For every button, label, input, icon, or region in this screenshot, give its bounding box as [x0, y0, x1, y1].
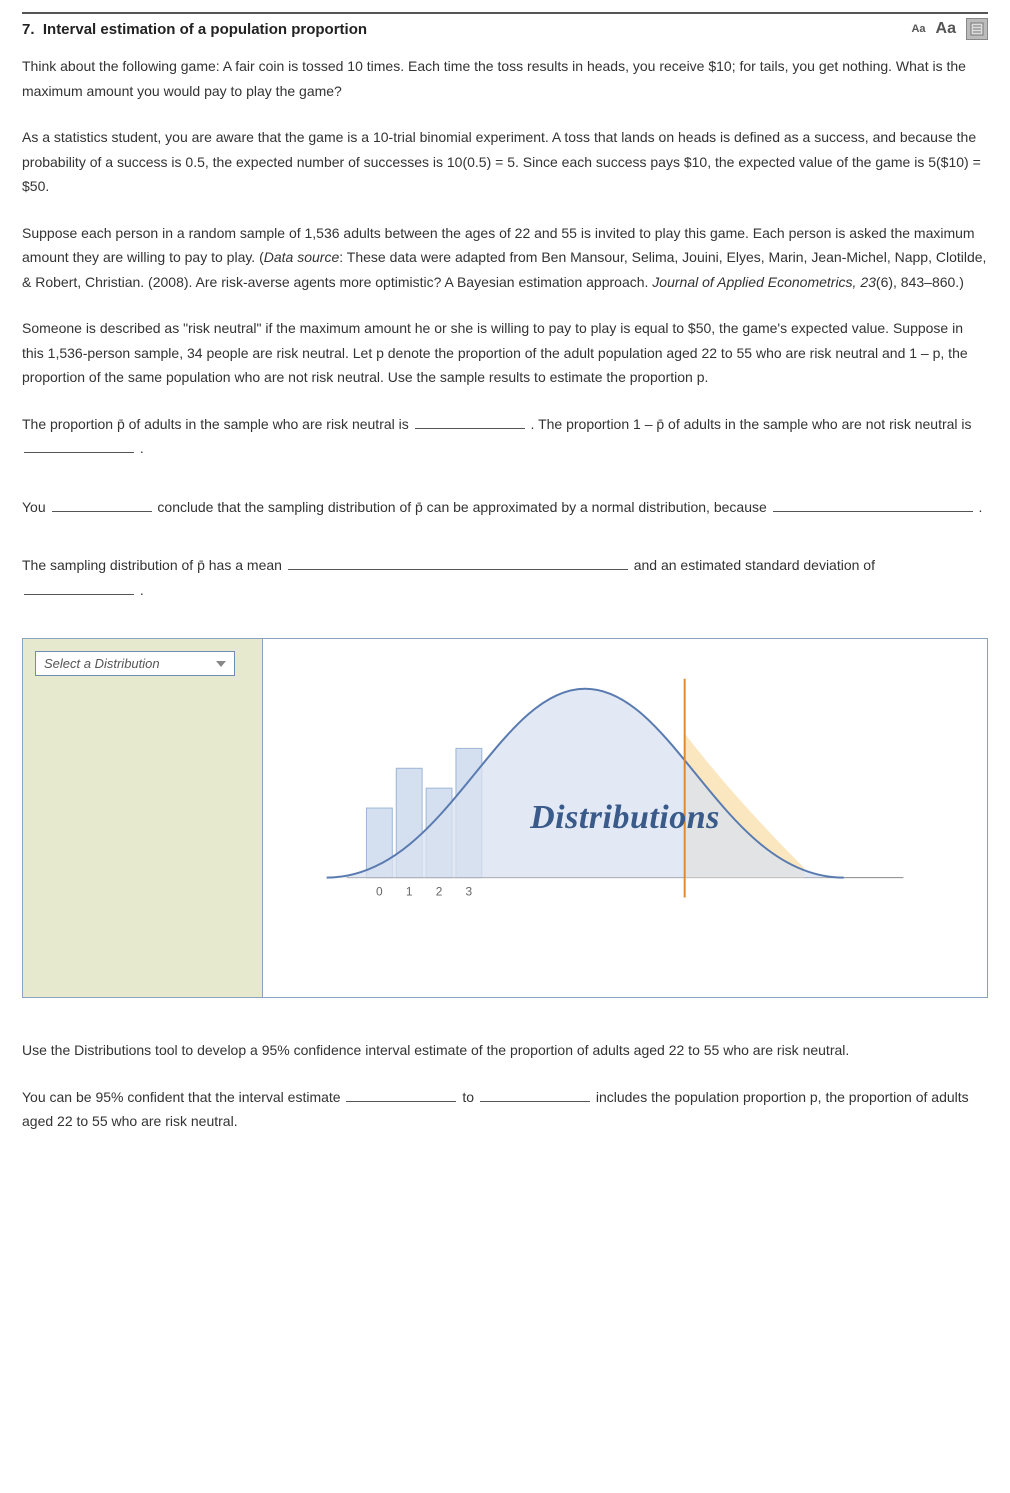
question-1: The proportion p̄ of adults in the sampl… [22, 412, 988, 461]
q3-text-b: and an estimated standard deviation of [630, 557, 875, 573]
question-4: You can be 95% confident that the interv… [22, 1085, 988, 1134]
distributions-tool: Select a Distribution 0 1 2 3 [22, 638, 988, 998]
question-title: 7. Interval estimation of a population p… [22, 21, 367, 38]
question-header: 7. Interval estimation of a population p… [22, 12, 988, 40]
q1-text-c: . [136, 440, 144, 456]
font-size-small-button[interactable]: Aa [911, 23, 925, 35]
paragraph-5: Use the Distributions tool to develop a … [22, 1038, 988, 1063]
p3-text-e: (6), 843–860.) [876, 274, 964, 290]
svg-text:0: 0 [376, 885, 383, 899]
font-size-large-button[interactable]: Aa [936, 20, 956, 38]
q2-text-b: conclude that the sampling distribution … [154, 499, 771, 515]
blank-interval-low[interactable] [346, 1086, 456, 1101]
question-3: The sampling distribution of p̄ has a me… [22, 553, 988, 602]
distributions-tool-sidebar: Select a Distribution [23, 639, 263, 997]
q3-text-a: The sampling distribution of p̄ has a me… [22, 557, 286, 573]
distribution-select-placeholder: Select a Distribution [44, 656, 160, 671]
svg-text:1: 1 [406, 885, 413, 899]
header-tools: Aa Aa [911, 18, 988, 40]
blank-one-minus-p-bar[interactable] [24, 438, 134, 453]
distributions-tool-canvas: 0 1 2 3 Distributions [263, 639, 987, 997]
svg-text:3: 3 [466, 885, 473, 899]
question-2: You conclude that the sampling distribut… [22, 495, 988, 520]
q2-text-c: . [975, 499, 983, 515]
blank-interval-high[interactable] [480, 1086, 590, 1101]
blank-mean[interactable] [288, 555, 628, 570]
q1-text-b: . The proportion 1 – p̄ of adults in the… [527, 416, 972, 432]
question-number: 7. [22, 21, 35, 38]
blank-p-bar[interactable] [415, 413, 525, 428]
paragraph-3: Suppose each person in a random sample o… [22, 221, 988, 295]
p3-data-source-label: Data source [264, 249, 339, 265]
distributions-label: Distributions [530, 799, 720, 837]
paragraph-2: As a statistics student, you are aware t… [22, 125, 988, 199]
question-title-text: Interval estimation of a population prop… [43, 21, 367, 38]
q4-text-a: You can be 95% confident that the interv… [22, 1089, 344, 1105]
q1-text-a: The proportion p̄ of adults in the sampl… [22, 416, 413, 432]
q3-text-c: . [136, 582, 144, 598]
p3-journal: Journal of Applied Econometrics, 23 [652, 274, 876, 290]
paragraph-1: Think about the following game: A fair c… [22, 54, 988, 103]
chevron-down-icon [216, 661, 226, 667]
q4-text-b: to [458, 1089, 477, 1105]
paragraph-4: Someone is described as "risk neutral" i… [22, 316, 988, 390]
svg-text:2: 2 [436, 885, 443, 899]
distribution-select[interactable]: Select a Distribution [35, 651, 235, 676]
blank-because[interactable] [773, 496, 973, 511]
blank-can-cannot[interactable] [52, 496, 152, 511]
q2-text-a: You [22, 499, 50, 515]
blank-std-dev[interactable] [24, 579, 134, 594]
notepad-icon[interactable] [966, 18, 988, 40]
